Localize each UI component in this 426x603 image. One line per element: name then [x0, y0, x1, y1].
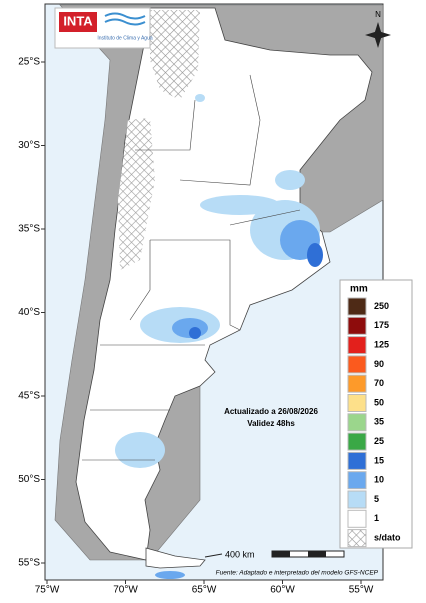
lat-label: 50°S: [18, 474, 40, 485]
legend-swatch: [347, 471, 367, 490]
lon-label: 60°W: [270, 585, 295, 596]
legend-label: 1: [374, 513, 379, 523]
legend-label: 5: [374, 494, 379, 504]
legend-label: 175: [374, 320, 389, 330]
legend-label: 250: [374, 301, 389, 311]
legend-swatch: [347, 413, 367, 432]
lon-label: 65°W: [192, 585, 217, 596]
legend-label: 90: [374, 359, 384, 369]
logo-brand: INTA: [63, 13, 93, 28]
legend-swatch: [347, 529, 367, 548]
annotation-line1: Actualizado a 26/08/2026: [224, 407, 318, 416]
legend-label: 50: [374, 397, 384, 407]
legend-swatch: [347, 297, 367, 316]
legend-label: 35: [374, 417, 384, 427]
lat-label: 40°S: [18, 307, 40, 318]
legend-swatch: [347, 336, 367, 355]
annotation-line2: Validez 48hs: [247, 419, 295, 428]
legend-swatch: [347, 374, 367, 393]
legend-swatch: [347, 394, 367, 412]
lat-label: 25°S: [18, 57, 40, 68]
north-label: N: [375, 10, 381, 19]
legend-swatch: [347, 432, 367, 451]
legend: mm 250 175 125 90 70 50 35 25 15 10 5 1 s/dato: [339, 279, 413, 549]
scale-bar: 400 km: [204, 549, 345, 559]
tierra-del-fuego: [145, 547, 206, 569]
hatched-no-data: [118, 10, 200, 270]
legend-label: 10: [374, 475, 384, 485]
logo: INTA Instituto de Clima y Agua: [54, 7, 153, 49]
legend-swatch: [347, 355, 367, 374]
logo-institute: Instituto de Clima y Agua: [97, 35, 153, 41]
lat-label: 35°S: [18, 224, 40, 235]
lon-label: 75°W: [35, 585, 60, 596]
lat-label: 45°S: [18, 391, 40, 402]
legend-label: 70: [374, 378, 384, 388]
province-borders: [82, 74, 301, 461]
legend-label: 25: [374, 436, 384, 446]
lat-label: 55°S: [18, 558, 40, 569]
north-arrow: N: [365, 10, 391, 48]
source: Fuente: Adaptado e interpretado del mode…: [216, 570, 379, 577]
lon-label: 70°W: [113, 585, 138, 596]
legend-swatch: [347, 509, 367, 528]
lon-label: 55°W: [349, 585, 374, 596]
precipitation-areas: [115, 94, 323, 579]
scale-label: 400 km: [225, 549, 255, 559]
legend-swatch: [347, 490, 367, 509]
legend-label: 125: [374, 339, 389, 349]
legend-label: s/dato: [374, 532, 401, 542]
legend-title: mm: [350, 284, 368, 295]
legend-label: 15: [374, 455, 384, 465]
graticule-labels: 25°S 30°S 35°S 40°S 45°S 50°S 55°S 75°W 70°W 65°W…: [18, 57, 374, 596]
legend-swatch: [347, 451, 367, 470]
lat-label: 30°S: [18, 140, 40, 151]
legend-swatch: [347, 316, 367, 335]
